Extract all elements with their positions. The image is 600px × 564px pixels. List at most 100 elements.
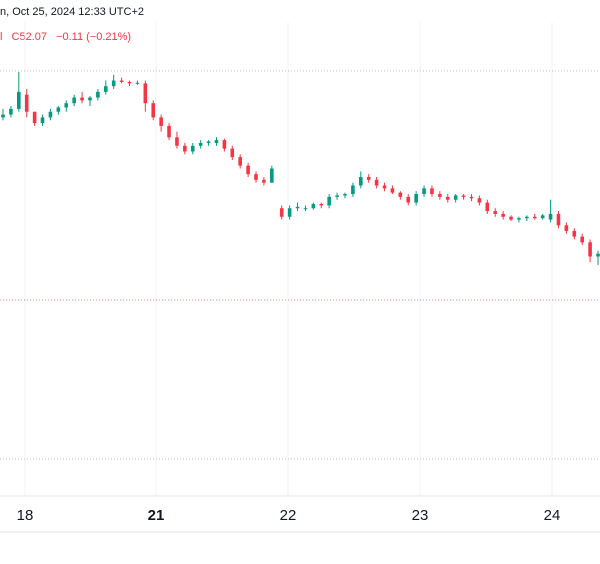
candle-46 — [366, 174, 371, 183]
candle-65 — [517, 216, 521, 223]
candle-body-35 — [279, 208, 284, 217]
candle-body-53 — [422, 188, 426, 195]
candle-body-42 — [335, 195, 339, 197]
candle-body-61 — [485, 202, 490, 212]
candle-body-66 — [525, 216, 529, 219]
candle-31 — [246, 162, 250, 178]
candle-36 — [287, 205, 292, 220]
candle-body-56 — [445, 196, 450, 200]
candle-8 — [64, 100, 69, 112]
candle-57 — [453, 194, 458, 203]
candle-10 — [80, 91, 84, 104]
candle-17 — [135, 80, 140, 85]
candle-body-10 — [80, 97, 84, 101]
candle-9 — [72, 94, 76, 107]
candle-70 — [556, 211, 561, 229]
candle-body-15 — [119, 80, 124, 82]
candle-47 — [374, 177, 379, 189]
candle-7 — [56, 106, 61, 115]
candle-body-22 — [175, 137, 179, 146]
candle-73 — [580, 233, 584, 246]
candle-body-65 — [517, 218, 521, 220]
candle-49 — [390, 185, 395, 195]
candle-body-9 — [72, 97, 76, 104]
candle-body-60 — [477, 198, 482, 203]
candle-body-68 — [540, 215, 545, 219]
candle-body-6 — [48, 111, 53, 118]
candle-68 — [540, 213, 545, 220]
reference-lines — [0, 70, 600, 460]
candle-20 — [159, 114, 163, 132]
candle-61 — [485, 199, 490, 214]
candle-body-71 — [564, 225, 569, 231]
candle-54 — [430, 185, 434, 197]
candle-body-8 — [64, 103, 69, 108]
candle-14 — [111, 74, 116, 90]
candle-body-20 — [159, 117, 163, 126]
candle-body-36 — [287, 208, 292, 217]
candle-body-75 — [596, 253, 600, 257]
candle-59 — [469, 194, 474, 202]
candle-71 — [564, 222, 569, 234]
candle-38 — [303, 205, 308, 212]
candle-53 — [422, 185, 426, 197]
date-text: n, Oct 25, 2024 12:33 UTC+2 — [0, 6, 145, 18]
candle-66 — [525, 215, 529, 222]
x-tick-label-18: 18 — [17, 507, 34, 524]
candle-34 — [270, 165, 274, 183]
candle-body-27 — [214, 140, 219, 143]
candle-28 — [222, 138, 227, 152]
candle-48 — [382, 182, 387, 192]
candle-body-59 — [469, 196, 474, 199]
candle-body-12 — [96, 91, 100, 98]
candle-body-30 — [238, 157, 242, 166]
candle-1 — [9, 106, 13, 118]
candle-43 — [343, 192, 347, 199]
candle-body-17 — [135, 82, 140, 84]
candle-60 — [477, 195, 482, 206]
candle-body-26 — [206, 141, 211, 143]
candle-40 — [319, 202, 324, 209]
candle-55 — [438, 191, 442, 200]
candle-19 — [151, 100, 156, 121]
candle-body-40 — [319, 203, 324, 206]
candle-13 — [103, 80, 108, 95]
candle-0 — [1, 108, 5, 121]
candle-body-7 — [56, 107, 61, 112]
candle-69 — [548, 199, 553, 223]
candle-72 — [572, 228, 577, 240]
candle-51 — [406, 194, 411, 206]
candle-41 — [327, 194, 331, 209]
candle-21 — [167, 123, 171, 141]
candle-body-16 — [127, 81, 132, 84]
candle-33 — [262, 177, 266, 186]
candle-body-50 — [398, 192, 403, 197]
candle-4 — [32, 111, 37, 126]
candle-body-21 — [167, 125, 171, 138]
candle-39 — [311, 202, 316, 210]
candle-29 — [230, 145, 235, 160]
x-tick-label-23: 23 — [412, 507, 429, 524]
candle-body-63 — [501, 213, 505, 217]
candle-64 — [509, 215, 513, 222]
x-tick-label-21: 21 — [148, 507, 165, 524]
candle-35 — [279, 205, 284, 220]
candle-body-39 — [311, 203, 316, 209]
x-tick-label-24: 24 — [544, 507, 561, 524]
candle-body-19 — [151, 103, 156, 118]
candle-body-28 — [222, 140, 227, 149]
candle-37 — [295, 202, 300, 212]
candle-body-74 — [588, 242, 592, 257]
candle-body-18 — [143, 83, 148, 104]
candle-body-73 — [580, 236, 584, 243]
chart-grid — [24, 22, 553, 496]
candle-body-41 — [327, 196, 331, 206]
candle-body-69 — [548, 213, 553, 220]
candle-body-4 — [32, 111, 37, 124]
date-header: n, Oct 25, 2024 12:33 UTC+2 — [0, 6, 144, 18]
candle-22 — [175, 131, 179, 149]
candle-44 — [351, 182, 355, 197]
candle-body-3 — [24, 94, 29, 112]
candle-body-11 — [88, 97, 92, 101]
